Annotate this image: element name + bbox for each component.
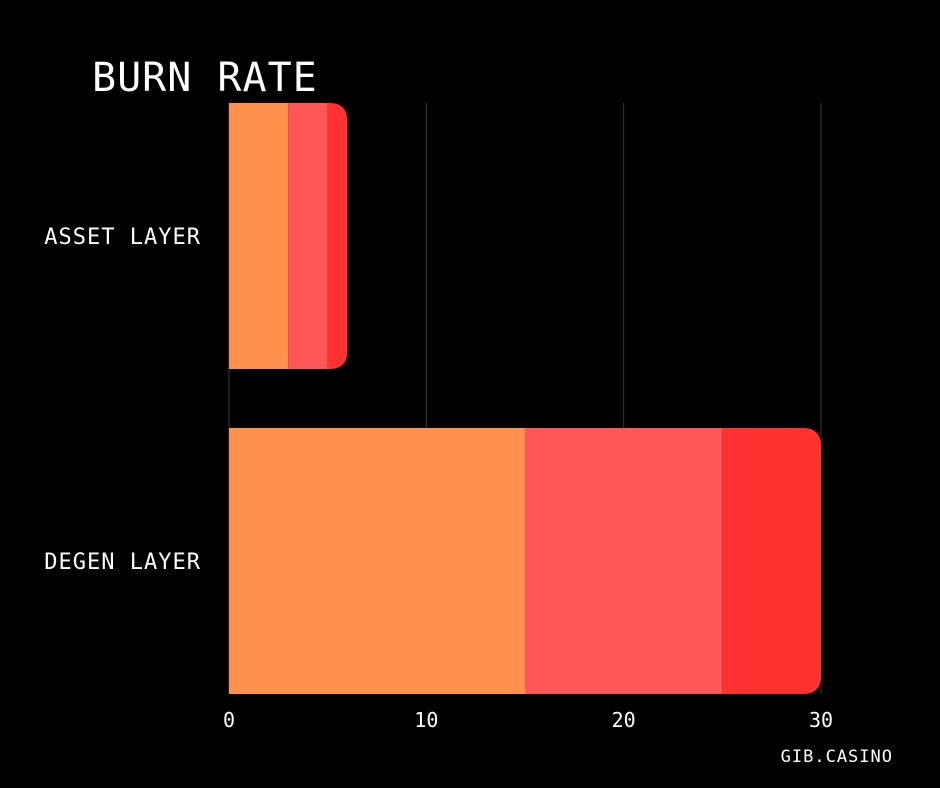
x-tick-label: 0 xyxy=(223,708,235,732)
category-label: ASSET LAYER xyxy=(44,225,201,250)
bar-degen-layer-segment-3 xyxy=(722,428,821,694)
x-tick-label: 30 xyxy=(809,708,833,732)
bar-asset-layer-segment-1 xyxy=(229,103,289,369)
bar-degen-layer-segment-1 xyxy=(229,428,525,694)
bar-asset-layer-segment-2 xyxy=(288,103,328,369)
category-labels: ASSET LAYER DEGEN LAYER xyxy=(44,225,201,575)
category-label: DEGEN LAYER xyxy=(44,550,201,575)
footer-brand: GIB.CASINO xyxy=(781,747,893,767)
x-tick-label: 10 xyxy=(414,708,438,732)
chart-title: BURN RATE xyxy=(92,55,318,101)
bar-asset-layer-segment-3 xyxy=(327,103,348,369)
x-tick-labels: 0 10 20 30 xyxy=(223,708,833,732)
bars xyxy=(229,103,821,694)
x-tick-label: 20 xyxy=(612,708,636,732)
bar-degen-layer-segment-2 xyxy=(525,428,723,694)
